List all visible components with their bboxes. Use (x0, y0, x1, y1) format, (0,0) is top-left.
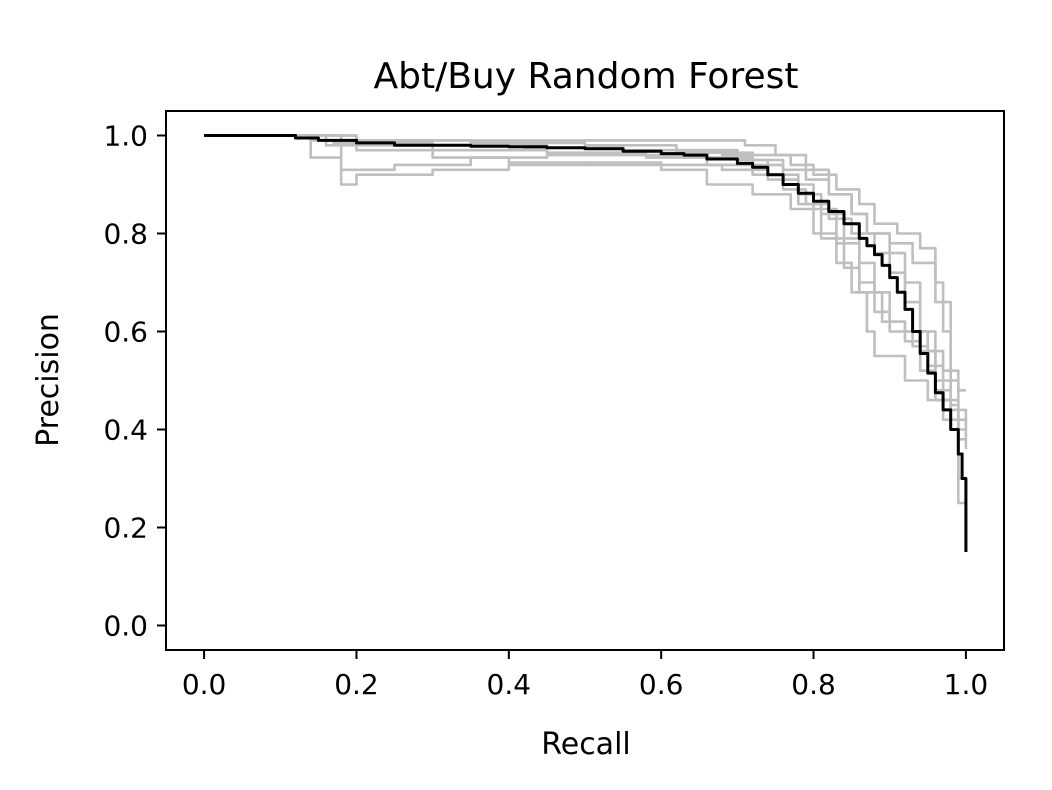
fold-pr-curve-7 (204, 134, 966, 431)
plot-area (204, 134, 968, 552)
fold-pr-curve-4 (204, 134, 968, 450)
y-tick-label: 0.0 (103, 610, 148, 643)
y-tick-label: 1.0 (103, 120, 148, 153)
y-tick-label: 0.8 (103, 218, 148, 251)
x-tick-label: 0.2 (334, 668, 379, 701)
fold-pr-curve-6 (204, 134, 968, 425)
y-tick-label: 0.6 (103, 316, 148, 349)
y-axis-label: Precision (31, 313, 66, 447)
x-tick-label: 0.4 (487, 668, 532, 701)
y-tick-label: 0.2 (103, 512, 148, 545)
mean-pr-curve (204, 134, 968, 552)
fold-pr-curve-3 (204, 134, 968, 552)
plot-frame (165, 110, 1005, 651)
x-tick-label: 1.0 (944, 668, 989, 701)
axes: 0.0 0.2 0.4 0.6 0.8 1.0 0.0 0.2 0.4 0.6 0.8 1.0 (103, 110, 1005, 701)
x-tick-label: 0.6 (639, 668, 684, 701)
x-tick-label: 0.0 (182, 668, 227, 701)
y-tick-label: 0.4 (103, 414, 148, 447)
x-tick-label: 0.8 (791, 668, 836, 701)
chart-title: Abt/Buy Random Forest (374, 56, 799, 97)
x-axis-label: Recall (541, 727, 631, 762)
